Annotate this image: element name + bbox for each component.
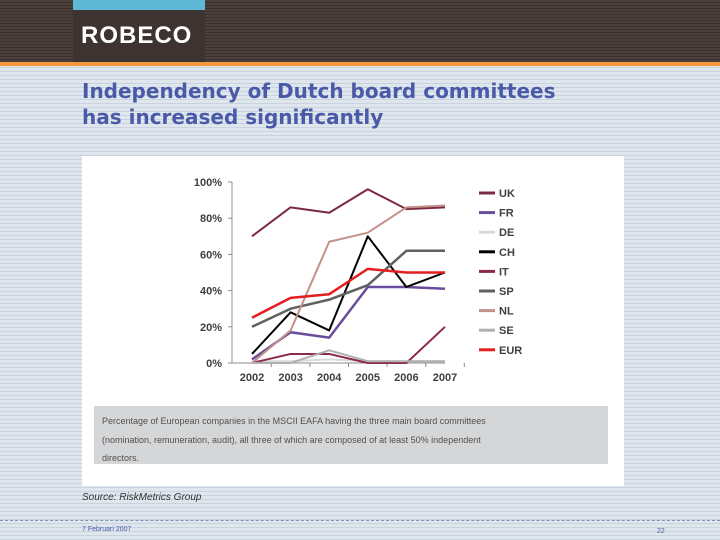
legend-label-se: SE: [499, 325, 514, 337]
y-tick-label: 20%: [200, 322, 222, 334]
legend-label-nl: NL: [499, 306, 514, 318]
page-number: 22: [657, 528, 665, 535]
logo: ROBECO: [73, 0, 205, 62]
page-title: Independency of Dutch board committees h…: [82, 78, 682, 130]
caption-line-3: directors.: [102, 453, 140, 463]
header-bar: ROBECO: [0, 0, 720, 62]
y-tick-label: 80%: [200, 213, 222, 225]
line-chart: 0% 20% 40% 60% 80% 100% 2002 2003 2004 2005 2006 20…: [194, 177, 522, 384]
series-line-nl: [251, 204, 446, 364]
x-tick-label: 2006: [394, 372, 418, 384]
x-tick-label: 2004: [317, 372, 342, 384]
series-line-se: [252, 349, 445, 364]
legend-label-ch: CH: [499, 247, 515, 259]
series-line-sp: [251, 249, 445, 328]
y-tick-label: 0%: [206, 358, 222, 370]
series-line-ch: [251, 235, 446, 355]
series-line-eur: [251, 267, 445, 319]
legend-label-de: DE: [499, 227, 514, 239]
legend-label-it: IT: [499, 266, 509, 278]
footer-divider: [0, 520, 720, 521]
y-tick-label: 60%: [200, 249, 222, 261]
legend-label-sp: SP: [499, 286, 514, 298]
x-tick-label: 2007: [433, 372, 457, 384]
chart-caption: Percentage of European companies in the …: [94, 406, 608, 464]
x-tick-label: 2003: [278, 372, 302, 384]
footer-date: 7 Februari 2007: [82, 526, 132, 533]
title-line-2: has increased significantly: [82, 105, 384, 129]
caption-line-1: Percentage of European companies in the …: [102, 416, 486, 426]
header-accent-rule: [0, 62, 720, 66]
legend-label-uk: UK: [499, 188, 515, 200]
x-tick-label: 2002: [240, 372, 264, 384]
x-tick-label: 2005: [356, 372, 380, 384]
caption-line-2: (nomination, remuneration, audit), all t…: [102, 434, 481, 445]
y-tick-label: 100%: [194, 177, 222, 189]
title-line-1: Independency of Dutch board committees: [82, 79, 556, 103]
source-note: Source: RiskMetrics Group: [82, 492, 202, 503]
chart-panel: 0% 20% 40% 60% 80% 100% 2002 2003 2004 2005 2006 20…: [82, 156, 624, 486]
series-line-uk: [251, 188, 446, 238]
logo-text: ROBECO: [81, 22, 193, 49]
legend-label-eur: EUR: [499, 345, 522, 357]
series-line-it: [251, 326, 446, 364]
legend-label-fr: FR: [499, 208, 514, 220]
y-tick-label: 40%: [200, 286, 222, 298]
